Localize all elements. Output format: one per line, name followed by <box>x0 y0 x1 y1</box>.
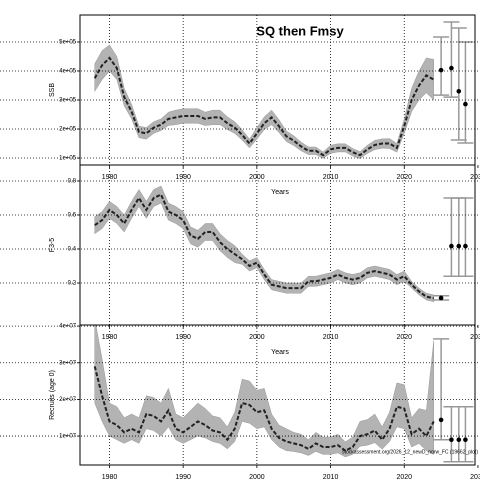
projection-point <box>449 437 454 443</box>
x-tick-label: 1980 <box>102 474 118 480</box>
x-tick-label: 2010 <box>323 474 339 480</box>
plot-area <box>93 15 474 165</box>
y-tick-label: 0.2 <box>68 281 77 287</box>
projection-point <box>456 89 462 94</box>
x-axis-label: Years <box>271 189 289 196</box>
plot-area <box>93 325 474 465</box>
y-tick-label: 1e+05 <box>59 156 77 162</box>
projection-point <box>463 101 468 107</box>
y-tick-label: 3e+07 <box>59 360 77 366</box>
y-tick-label: 4e+05 <box>59 69 77 75</box>
y-tick-label: 0.6 <box>68 213 77 219</box>
confidence-band <box>94 44 434 159</box>
plot-area <box>94 165 474 325</box>
projection-point <box>449 65 454 71</box>
y-tick-label: 2e+05 <box>59 127 77 133</box>
x-axis-label: Years <box>271 349 289 356</box>
footnote: stockassessment.org/2026_12_newD_norw_FC… <box>342 449 478 455</box>
x-tick-label: 1990 <box>175 474 191 480</box>
confidence-band <box>94 185 434 303</box>
projection-point <box>463 437 468 443</box>
y-tick-label: 5e+05 <box>59 40 77 46</box>
x-tick-label: 2000 <box>249 474 265 480</box>
y-tick-label: 1e+07 <box>59 434 77 440</box>
estimate-line <box>93 366 435 452</box>
projection-point <box>438 295 444 301</box>
projection-point <box>463 243 468 249</box>
projection-point <box>449 243 454 249</box>
x-tick-label: 2020 <box>396 474 412 480</box>
projection-point <box>438 417 444 423</box>
y-tick-label: 0.8 <box>68 179 77 185</box>
estimate-line <box>94 193 434 300</box>
projection-point <box>456 243 462 249</box>
projection-point <box>456 437 462 443</box>
y-axis-label: F3-5 <box>49 238 56 253</box>
y-tick-label: 0.4 <box>68 247 77 253</box>
panel-frame <box>79 324 476 466</box>
y-tick-label: 3e+05 <box>59 98 77 104</box>
projection-point <box>438 67 444 73</box>
confidence-band <box>94 325 434 458</box>
y-axis-label: SSB <box>49 83 56 97</box>
y-axis-label: Recruits (age 0) <box>49 370 56 420</box>
chart-title: SQ then Fmsy <box>256 23 344 38</box>
y-tick-label: 2e+07 <box>59 397 77 403</box>
y-tick-label: 4e+07 <box>59 324 77 330</box>
